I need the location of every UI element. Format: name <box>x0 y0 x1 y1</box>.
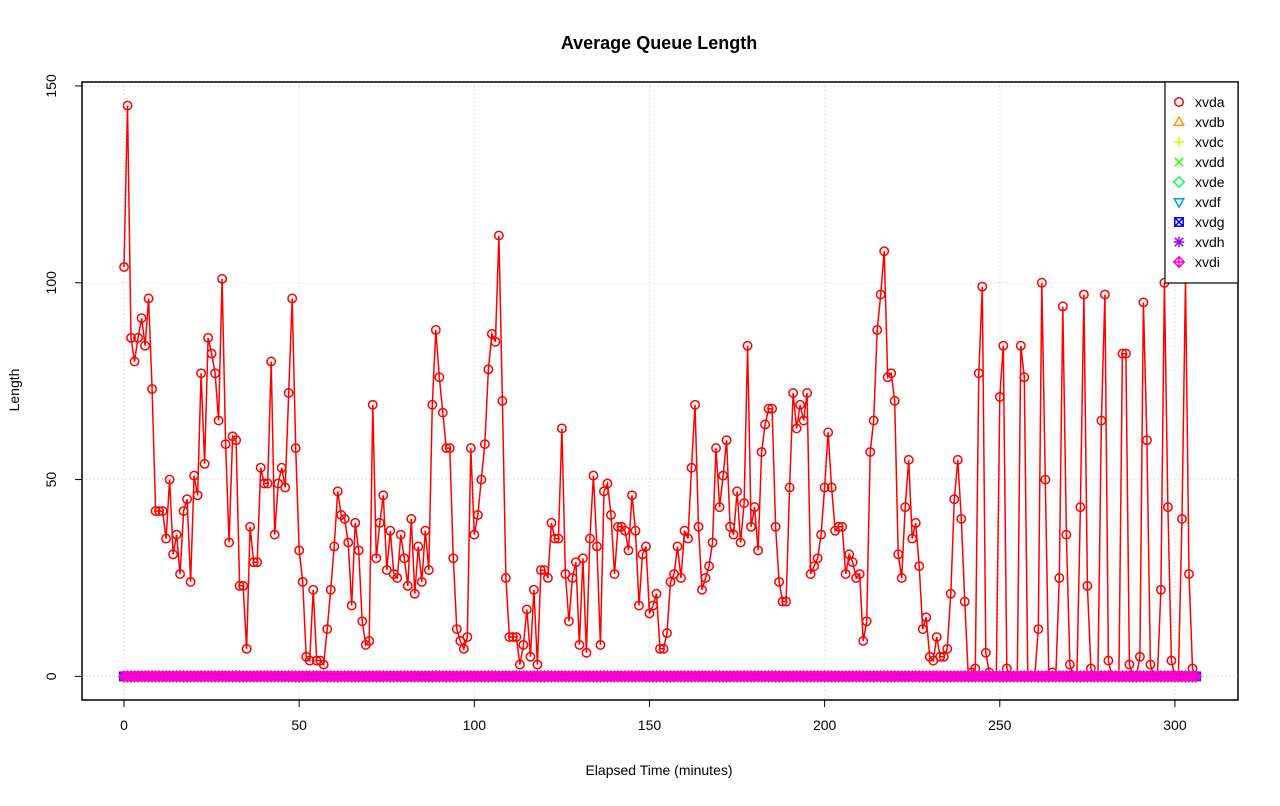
y-tick-label: 100 <box>43 271 59 295</box>
x-axis-label: Elapsed Time (minutes) <box>585 762 732 778</box>
legend-label-xvdb: xvdb <box>1195 114 1225 130</box>
legend-label-xvde: xvde <box>1195 174 1225 190</box>
legend-label-xvdi: xvdi <box>1195 254 1220 270</box>
legend-label-xvdh: xvdh <box>1195 234 1225 250</box>
chart-title: Average Queue Length <box>561 33 757 53</box>
x-tick-label: 150 <box>638 717 662 733</box>
y-axis-label: Length <box>6 369 22 412</box>
y-tick-label: 0 <box>43 672 59 680</box>
legend-label-xvdc: xvdc <box>1195 134 1224 150</box>
axes: 0 50 100 150 200 250 300 0 50 100 150 <box>43 74 1238 733</box>
x-tick-label: 200 <box>813 717 837 733</box>
y-tick-label: 50 <box>43 472 59 488</box>
x-tick-label: 100 <box>463 717 487 733</box>
legend: xvda xvdb xvdc xvdd xvde xvdf xvdg xvdh xvdi <box>1165 82 1238 283</box>
legend-marker-xvdh <box>1174 237 1184 247</box>
y-tick-label: 150 <box>43 74 59 98</box>
series-xvda <box>120 101 1200 680</box>
legend-label-xvdf: xvdf <box>1195 194 1221 210</box>
x-tick-label: 250 <box>988 717 1012 733</box>
legend-label-xvdg: xvdg <box>1195 214 1225 230</box>
x-tick-label: 50 <box>291 717 307 733</box>
series-layer <box>119 101 1201 681</box>
x-tick-label: 0 <box>120 717 128 733</box>
legend-label-xvda: xvda <box>1195 94 1225 110</box>
x-tick-label: 300 <box>1163 717 1187 733</box>
legend-label-xvdd: xvdd <box>1195 154 1225 170</box>
series-xvdi <box>119 671 1201 681</box>
